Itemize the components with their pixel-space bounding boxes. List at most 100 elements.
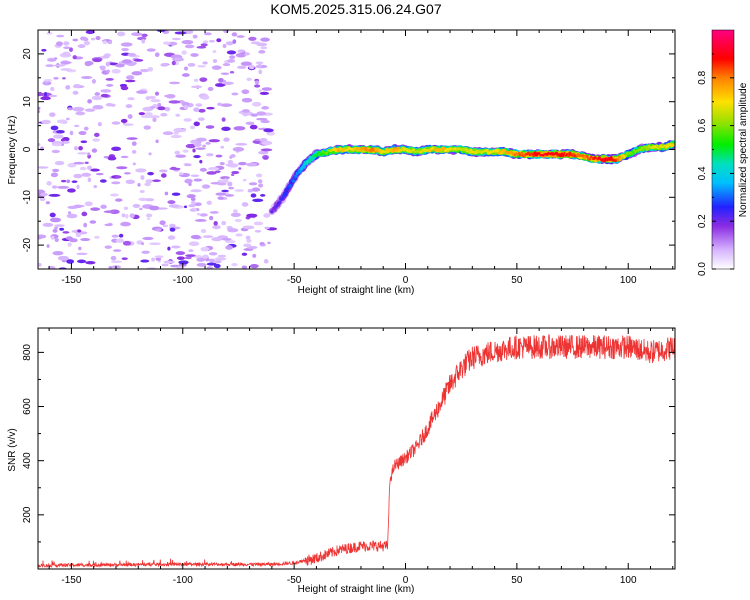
noise-speck: [241, 202, 249, 207]
noise-speck: [227, 58, 236, 63]
noise-speck: [154, 255, 164, 258]
noise-speck: [263, 128, 274, 133]
noise-speck: [43, 79, 53, 82]
noise-speck: [259, 242, 265, 245]
ridge-point: [537, 152, 541, 155]
noise-speck: [52, 168, 60, 173]
noise-speck: [126, 75, 135, 80]
noise-speck: [199, 77, 208, 82]
noise-speck: [46, 244, 50, 248]
noise-speck: [155, 257, 162, 261]
noise-speck: [121, 59, 132, 64]
snr-x-axis-label: Height of straight line (km): [298, 584, 415, 595]
noise-speck: [105, 61, 111, 67]
noise-speck: [146, 48, 156, 52]
noise-speck: [241, 89, 250, 95]
noise-speck: [194, 254, 203, 259]
ridge-point: [520, 151, 524, 155]
noise-speck: [242, 112, 248, 117]
noise-speck: [168, 100, 181, 104]
ridge-point: [572, 152, 575, 155]
ridge-point: [291, 179, 295, 183]
noise-speck: [241, 109, 250, 113]
x-tick-label: -100: [173, 575, 193, 586]
noise-speck: [65, 236, 73, 241]
noise-speck: [147, 66, 154, 72]
noise-speck: [185, 143, 196, 149]
spectrogram-y-axis-label: Frequency (Hz): [7, 116, 18, 185]
noise-speck: [72, 38, 79, 42]
noise-speck: [202, 61, 208, 65]
noise-speck: [242, 225, 255, 230]
noise-speck: [260, 37, 270, 42]
noise-speck: [155, 228, 162, 232]
colorbar-label: Normalized spectral amplitude: [738, 82, 749, 217]
noise-speck: [72, 55, 77, 60]
noise-speck: [54, 57, 58, 60]
noise-speck: [115, 198, 123, 202]
noise-speck: [263, 157, 269, 160]
noise-speck: [209, 211, 219, 214]
ridge-point: [468, 151, 471, 154]
noise-speck: [38, 166, 49, 169]
noise-speck: [120, 86, 129, 91]
noise-speck: [184, 256, 192, 260]
noise-speck: [49, 217, 62, 223]
noise-speck: [94, 235, 100, 239]
noise-speck: [246, 162, 258, 167]
noise-speck: [52, 250, 64, 256]
noise-speck: [122, 240, 132, 246]
noise-speck: [92, 138, 101, 142]
colorbar: 0.0 0.2 0.4 0.6 0.8 Normalized spectral ampl…: [697, 29, 749, 276]
noise-speck: [160, 173, 167, 178]
noise-speck: [93, 132, 100, 137]
y-tick-label: 200: [22, 506, 33, 523]
noise-speck: [91, 79, 97, 84]
x-tick-label: -100: [173, 275, 193, 286]
noise-speck: [199, 167, 207, 172]
ridge-point: [528, 153, 531, 157]
noise-speck: [49, 212, 56, 218]
noise-speck: [140, 115, 152, 118]
noise-speck: [54, 226, 59, 230]
noise-speck: [213, 263, 221, 269]
noise-speck: [100, 204, 107, 209]
noise-speck: [162, 131, 174, 136]
noise-speck: [94, 92, 101, 96]
noise-speck: [188, 204, 196, 208]
noise-speck: [222, 79, 227, 83]
noise-speck: [140, 175, 145, 180]
noise-speck: [247, 188, 254, 193]
ridge-point: [624, 154, 628, 157]
ridge-point: [412, 148, 415, 152]
noise-speck: [194, 78, 199, 82]
noise-speck: [214, 260, 222, 264]
noise-speck: [118, 233, 124, 238]
noise-speck: [181, 101, 190, 107]
noise-speck: [38, 110, 41, 113]
noise-speck: [185, 254, 197, 258]
noise-speck: [105, 77, 114, 81]
noise-speck: [56, 34, 65, 38]
noise-speck: [125, 179, 136, 184]
noise-speck: [206, 106, 215, 110]
noise-speck: [194, 202, 202, 207]
noise-speck: [106, 83, 114, 87]
noise-speck: [252, 101, 262, 107]
noise-speck: [145, 96, 151, 101]
snr-line: [38, 334, 675, 569]
noise-speck: [141, 38, 146, 44]
noise-speck: [73, 173, 83, 179]
noise-speck: [121, 47, 129, 52]
noise-speck: [105, 103, 114, 107]
noise-speck: [190, 85, 203, 89]
noise-speck: [193, 178, 203, 182]
noise-speck: [175, 154, 187, 158]
noise-speck: [115, 238, 125, 243]
noise-speck: [77, 259, 87, 264]
noise-speck: [121, 257, 128, 261]
noise-speck: [53, 76, 59, 80]
noise-speck: [224, 194, 235, 197]
